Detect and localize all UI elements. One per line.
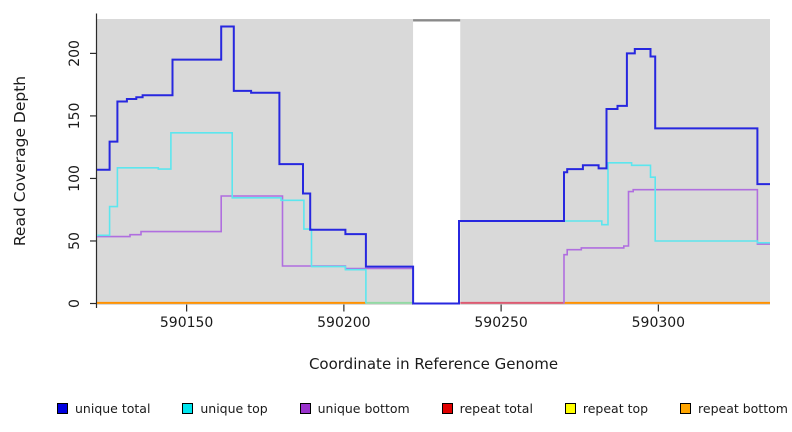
y-tick-label: 200 xyxy=(67,40,83,67)
x-axis-title: Coordinate in Reference Genome xyxy=(308,355,559,373)
legend-label-repeat-total: repeat total xyxy=(459,400,533,416)
legend-swatch-repeat-top xyxy=(564,402,576,414)
legend-swatch-repeat-bottom xyxy=(680,402,692,414)
y-tick-label: 0 xyxy=(67,299,83,308)
legend-item-repeat-total: repeat total xyxy=(441,400,533,416)
legend-label-repeat-top: repeat top xyxy=(582,400,649,416)
legend-swatch-unique-top xyxy=(182,402,194,414)
legend-label-unique-total: unique total xyxy=(75,400,151,416)
gap-band xyxy=(413,19,461,305)
legend-label-unique-top: unique top xyxy=(200,400,268,416)
legend-item-unique-bottom: unique bottom xyxy=(299,400,410,416)
legend-label-repeat-bottom: repeat bottom xyxy=(698,400,788,416)
legend-item-repeat-bottom: repeat bottom xyxy=(680,401,788,416)
y-tick-label: 50 xyxy=(67,232,83,250)
legend-swatch-unique-total xyxy=(57,402,68,414)
y-axis-title: Read Coverage Depth xyxy=(11,75,29,247)
y-tick-label: 150 xyxy=(67,103,83,130)
legend-item-repeat-top: repeat top xyxy=(564,400,649,416)
legend-item-unique-top: unique top xyxy=(182,400,268,416)
series-line-unique-top xyxy=(458,162,770,304)
legend-item-unique-total: unique total xyxy=(57,401,150,416)
legend-label-unique-bottom: unique bottom xyxy=(317,400,410,416)
legend: unique total unique top unique bottom re… xyxy=(57,397,788,419)
series-line-unique-top xyxy=(97,132,367,304)
legend-swatch-repeat-total xyxy=(441,402,453,414)
plot-area: 590150 590200 590250 590300 0 50 100 150 200 xyxy=(67,13,770,331)
x-tick-label: 590250 xyxy=(474,315,527,331)
series-line-unique-bottom xyxy=(563,188,770,304)
x-tick-label: 590150 xyxy=(160,315,213,331)
x-tick-label: 590200 xyxy=(317,315,370,331)
legend-swatch-unique-bottom xyxy=(299,402,311,414)
y-tick-label: 100 xyxy=(67,165,83,192)
x-tick-label: 590300 xyxy=(632,315,685,331)
series-line-unique-total xyxy=(97,25,770,305)
